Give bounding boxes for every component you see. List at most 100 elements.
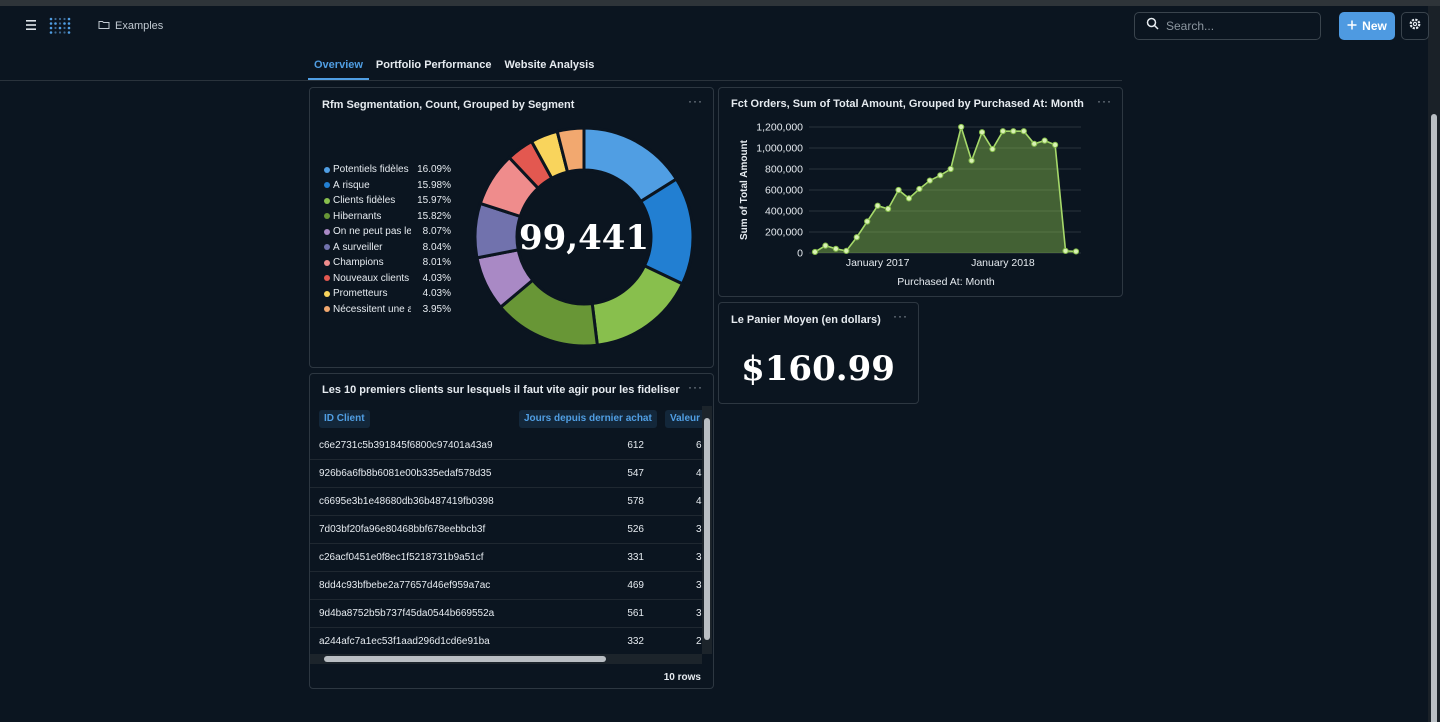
data-point[interactable] (811, 248, 819, 256)
cell-id-client[interactable]: 926b6a6fb8b6081e00b335edaf578d35 (319, 468, 492, 479)
hamburger-menu-icon[interactable] (24, 16, 40, 34)
table-horizontal-scrollbar[interactable] (310, 654, 702, 664)
legend-item[interactable]: Prometteurs 4.03% (324, 286, 456, 302)
table-row[interactable]: 7d03bf20fa96e80468bbf678eebbcb3f 526 3 (310, 516, 702, 544)
column-header-id-client[interactable]: ID Client (319, 410, 370, 428)
cell-jours[interactable]: 331 (627, 552, 644, 563)
new-button[interactable]: New (1339, 12, 1395, 40)
cell-valeur[interactable]: 3 (696, 608, 702, 619)
metabase-logo-icon[interactable] (48, 16, 72, 36)
legend-item[interactable]: Nécessitent une attention 3.95% (324, 302, 456, 318)
tab-portfolio-performance[interactable]: Portfolio Performance (375, 59, 492, 71)
cell-id-client[interactable]: c26acf0451e0f8ec1f5218731b9a51cf (319, 552, 484, 563)
legend-item[interactable]: Hibernants 15.82% (324, 209, 456, 225)
donut-slice[interactable] (590, 263, 685, 347)
cell-valeur[interactable]: 3 (696, 552, 702, 563)
cell-valeur[interactable]: 6 (696, 440, 702, 451)
dashboard-tabs: Overview Portfolio Performance Website A… (308, 52, 601, 80)
page-scrollbar[interactable] (1428, 6, 1440, 722)
page-scrollbar-thumb[interactable] (1431, 114, 1437, 722)
legend-item[interactable]: Champions 8.01% (324, 255, 456, 271)
card-menu-icon[interactable]: ··· (688, 380, 703, 394)
data-point[interactable] (978, 129, 986, 136)
table-row[interactable]: 926b6a6fb8b6081e00b335edaf578d35 547 4 (310, 460, 702, 488)
cell-valeur[interactable]: 4 (696, 468, 702, 479)
data-point[interactable] (999, 128, 1007, 135)
cell-jours[interactable]: 469 (627, 580, 644, 591)
table-row[interactable]: c26acf0451e0f8ec1f5218731b9a51cf 331 3 (310, 544, 702, 572)
data-point[interactable] (1010, 128, 1017, 135)
card-menu-icon[interactable]: ··· (1097, 94, 1112, 108)
cell-id-client[interactable]: 9d4ba8752b5b737f45da0544b669552a (319, 608, 495, 619)
legend-item[interactable]: À surveiller 8.04% (324, 240, 456, 256)
data-point[interactable] (822, 242, 829, 249)
legend-dot (324, 290, 330, 297)
data-point[interactable] (905, 195, 913, 202)
data-point[interactable] (884, 205, 892, 213)
cell-jours[interactable]: 332 (627, 636, 644, 647)
card-menu-icon[interactable]: ··· (688, 94, 703, 108)
legend-percent: 16.09% (417, 164, 451, 176)
cell-valeur[interactable]: 3 (696, 524, 702, 535)
table-row[interactable]: 9d4ba8752b5b737f45da0544b669552a 561 3 (310, 600, 702, 628)
search-input[interactable] (1166, 19, 1306, 33)
table-row[interactable]: c6e2731c5b391845f6800c97401a43a9 612 6 (310, 432, 702, 460)
data-point[interactable] (874, 202, 881, 209)
data-point[interactable] (926, 177, 933, 184)
legend-item[interactable]: On ne peut pas les perdre 8.07% (324, 224, 456, 240)
table-row[interactable]: 8dd4c93bfbebe2a77657d46ef959a7ac 469 3 (310, 572, 702, 600)
data-point[interactable] (916, 185, 923, 193)
donut-slice[interactable] (555, 126, 586, 174)
data-point[interactable] (1052, 141, 1059, 148)
column-header-jours[interactable]: Jours depuis dernier achat (519, 410, 657, 428)
legend-label: Nécessitent une attention (333, 303, 411, 315)
legend-label: Prometteurs (333, 288, 388, 300)
data-point[interactable] (832, 245, 839, 252)
cell-id-client[interactable]: a244afc7a1ec53f1aad296d1cd6e91ba (319, 636, 490, 647)
data-point[interactable] (853, 234, 860, 241)
data-point[interactable] (958, 123, 965, 131)
tab-website-analysis[interactable]: Website Analysis (504, 59, 595, 71)
data-point[interactable] (989, 145, 996, 153)
data-point[interactable] (1020, 128, 1027, 135)
table-horizontal-scrollbar-thumb[interactable] (324, 656, 606, 662)
data-point[interactable] (895, 186, 902, 194)
table-vertical-scrollbar-thumb[interactable] (704, 418, 710, 640)
data-point[interactable] (968, 157, 975, 164)
cell-jours[interactable]: 578 (627, 496, 644, 507)
cell-valeur[interactable]: 2 (696, 636, 702, 647)
cell-jours[interactable]: 561 (627, 608, 644, 619)
table-row[interactable]: a244afc7a1ec53f1aad296d1cd6e91ba 332 2 (310, 628, 702, 656)
legend-item[interactable]: Nouveaux clients 4.03% (324, 271, 456, 287)
breadcrumb[interactable]: Examples (98, 17, 163, 35)
data-point[interactable] (1062, 247, 1069, 254)
tab-overview[interactable]: Overview (308, 52, 369, 80)
card-menu-icon[interactable]: ··· (893, 309, 908, 323)
legend-item[interactable]: Potentiels fidèles 16.09% (324, 162, 456, 178)
legend-item[interactable]: À risque 15.98% (324, 178, 456, 194)
cell-id-client[interactable]: c6695e3b1e48680db36b487419fb0398 (319, 496, 494, 507)
cell-valeur[interactable]: 3 (696, 580, 702, 591)
legend-item[interactable]: Clients fidèles 15.97% (324, 193, 456, 209)
data-point[interactable] (1041, 137, 1048, 144)
data-point[interactable] (1031, 140, 1038, 147)
table-row[interactable]: c6695e3b1e48680db36b487419fb0398 578 4 (310, 488, 702, 516)
cell-jours[interactable]: 526 (627, 524, 644, 535)
column-header-valeur[interactable]: Valeur (665, 410, 702, 428)
rfm-segmentation-card: Rfm Segmentation, Count, Grouped by Segm… (309, 87, 714, 368)
data-point[interactable] (864, 218, 871, 225)
search-box[interactable] (1134, 12, 1321, 40)
data-point[interactable] (1072, 248, 1080, 255)
settings-button[interactable] (1401, 12, 1429, 40)
table-vertical-scrollbar[interactable] (702, 406, 712, 654)
cell-jours[interactable]: 547 (627, 468, 644, 479)
cell-jours[interactable]: 612 (627, 440, 644, 451)
data-point[interactable] (843, 247, 850, 254)
y-tick-label: 400,000 (765, 206, 803, 218)
data-point[interactable] (947, 165, 954, 173)
cell-id-client[interactable]: c6e2731c5b391845f6800c97401a43a9 (319, 440, 493, 451)
cell-valeur[interactable]: 4 (696, 496, 702, 507)
cell-id-client[interactable]: 7d03bf20fa96e80468bbf678eebbcb3f (319, 524, 486, 535)
data-point[interactable] (937, 172, 944, 179)
cell-id-client[interactable]: 8dd4c93bfbebe2a77657d46ef959a7ac (319, 580, 491, 591)
